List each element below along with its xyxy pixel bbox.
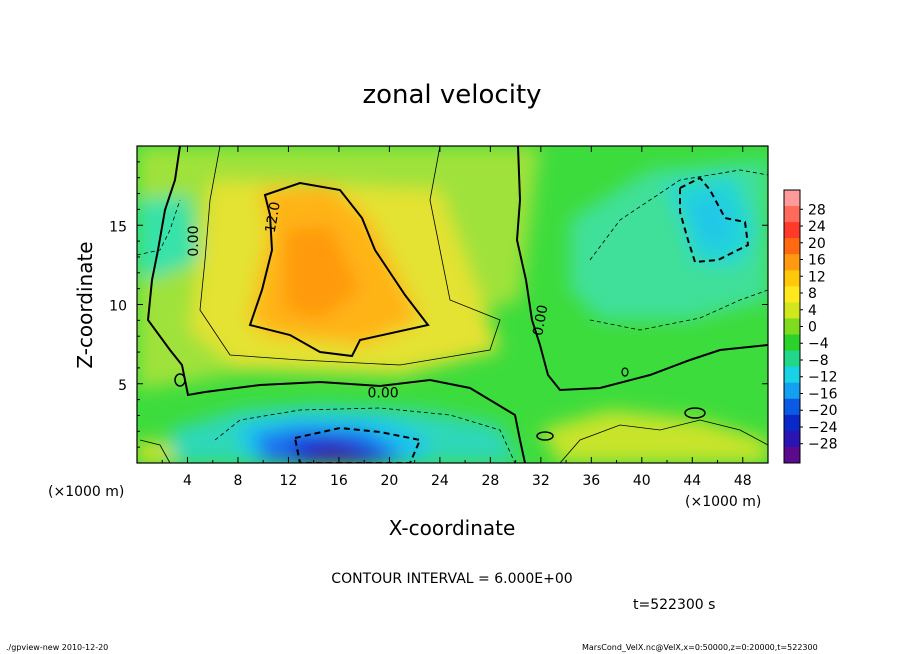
colorbar-label: −8	[808, 353, 829, 369]
colorbar-swatch	[784, 190, 800, 207]
colorbar-label: 24	[808, 219, 826, 235]
contour-interval: CONTOUR INTERVAL = 6.000E+00	[331, 571, 572, 587]
x-tick-label: 20	[380, 473, 398, 489]
colorbar-swatch	[784, 286, 800, 303]
colorbar-label: 12	[808, 269, 826, 285]
x-tick-label: 12	[280, 473, 298, 489]
contour-labels: 12.0 0.00 0.00 0.00	[186, 201, 552, 402]
contour-12	[248, 181, 430, 358]
colorbar-swatch	[784, 414, 800, 432]
colorbar-label: 4	[808, 303, 817, 319]
colorbar-swatch	[784, 430, 800, 448]
contour-6	[199, 146, 501, 366]
x-tick-label: 16	[330, 473, 348, 489]
colorbar-label: 8	[808, 286, 817, 302]
contour-label: 0.00	[368, 385, 399, 401]
x-tick-label: 40	[633, 473, 651, 489]
contour-0-left	[146, 146, 526, 463]
x-tick-label: 4	[183, 473, 192, 489]
footer-right: MarsCond_VelX.nc@VelX,x=0:50000,z=0:2000…	[582, 643, 818, 652]
x-tick-label: 28	[481, 473, 499, 489]
x-axis-label: X-coordinate	[389, 516, 516, 540]
colorbar-swatch	[784, 350, 800, 368]
colorbar-swatch	[784, 446, 800, 464]
x-axis-unit: (×1000 m)	[685, 494, 761, 510]
colorbar-swatch	[784, 398, 800, 416]
y-tick-label: 10	[109, 299, 127, 315]
colorbar-label: 20	[808, 236, 826, 252]
contour-label: 0.00	[530, 304, 551, 337]
colorbar-label: −24	[808, 420, 838, 436]
x-axis-ticks: 4 8 12 16 20 24 28 32 36 40 44 48	[161, 146, 752, 489]
contour-lines	[137, 146, 768, 463]
time-stamp: t=522300 s	[633, 597, 715, 613]
colorbar-label: 0	[808, 320, 817, 336]
x-tick-label: 32	[532, 473, 550, 489]
y-axis-label: Z-coordinate	[73, 241, 97, 368]
x-tick-label: 36	[582, 473, 600, 489]
contour-label: 0.00	[186, 226, 202, 257]
x-tick-label: 24	[431, 473, 449, 489]
colorbar-swatch	[784, 334, 800, 352]
colorbar-swatch	[784, 270, 800, 287]
colorbar-swatch	[784, 206, 800, 223]
colorbar-swatch	[784, 302, 800, 319]
colorbar-label: −12	[808, 370, 838, 386]
colorbar-label: −28	[808, 437, 838, 453]
y-tick-label: 5	[118, 378, 127, 394]
colorbar-swatch	[784, 366, 800, 384]
colorbar-label: 28	[808, 202, 826, 218]
plot-area: 12.0 0.00 0.00 0.00	[136, 145, 769, 464]
heatmap-field	[137, 146, 768, 463]
y-axis-unit: (×1000 m)	[48, 484, 124, 500]
contour-label: 12.0	[263, 201, 284, 234]
y-tick-label: 15	[109, 219, 127, 235]
x-tick-label: 48	[734, 473, 752, 489]
footer-left: ./gpview-new 2010-12-20	[6, 643, 108, 652]
colorbar-swatch	[784, 222, 800, 239]
colorbar-label: −4	[808, 336, 829, 352]
x-tick-label: 44	[683, 473, 701, 489]
colorbar-swatch	[784, 254, 800, 271]
colorbar-swatch	[784, 382, 800, 400]
chart-title: zonal velocity	[362, 80, 541, 110]
colorbar-swatch	[784, 238, 800, 255]
colorbar-label: −20	[808, 403, 838, 419]
colorbar-swatch	[784, 318, 800, 336]
contour-0-mid	[515, 146, 768, 392]
x-tick-label: 8	[233, 473, 242, 489]
y-axis-ticks: 5 10 15	[109, 161, 768, 448]
colorbar-label: −16	[808, 386, 838, 402]
colorbar-label: 16	[808, 253, 826, 269]
contour-neg-right	[679, 176, 750, 264]
